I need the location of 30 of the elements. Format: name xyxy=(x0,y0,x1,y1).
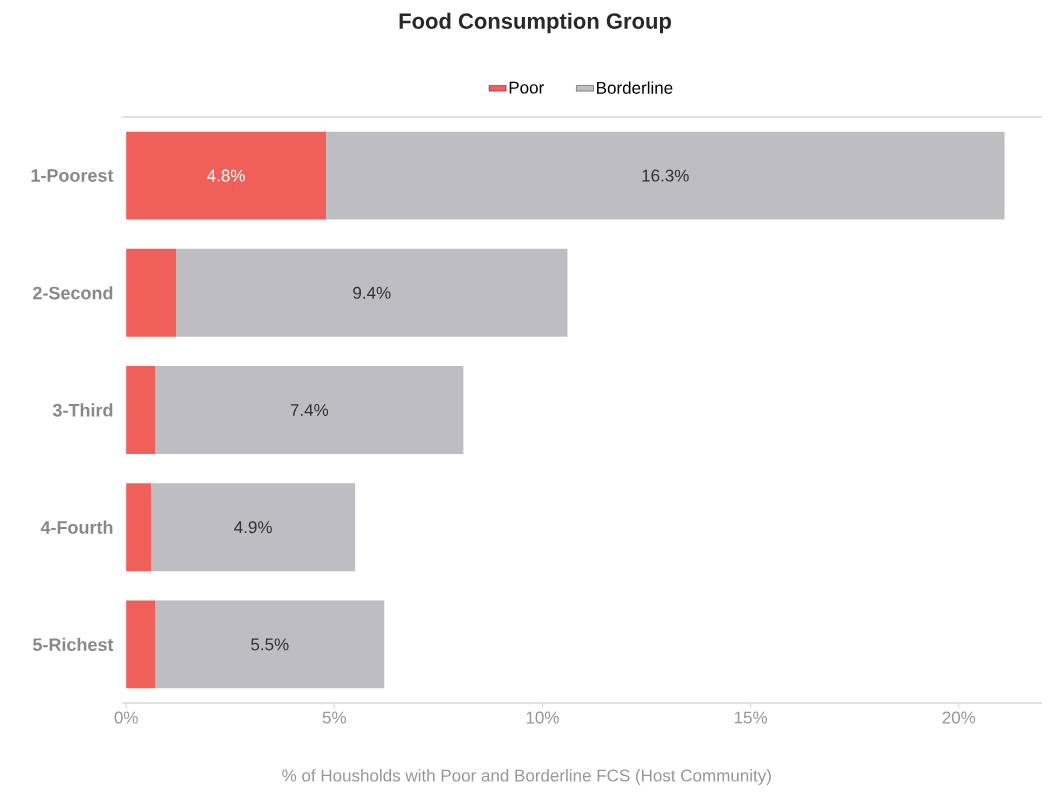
bar xyxy=(325,131,1005,220)
bar xyxy=(126,248,177,337)
bar xyxy=(151,483,356,572)
x-tick-label: 0% xyxy=(114,711,138,724)
x-tick-label: 5% xyxy=(322,711,346,724)
bar xyxy=(176,248,568,337)
data-label: 4.9% xyxy=(234,521,272,534)
bar xyxy=(126,366,156,454)
bar xyxy=(126,131,326,220)
data-label: 7.4% xyxy=(290,404,329,416)
y-tick-label: 1-Poorest xyxy=(31,169,114,182)
bar xyxy=(126,600,156,689)
legend-label: Poor xyxy=(509,81,544,94)
data-label: 5.5% xyxy=(251,638,289,651)
y-tick-label: 5-Richest xyxy=(32,637,114,652)
data-label: 16.3% xyxy=(642,169,689,182)
data-label: 4.8% xyxy=(207,169,245,182)
x-axis-title: % of Housholds with Poor and Borderline FCS (Host Community) xyxy=(282,769,771,785)
x-tick-label: 10% xyxy=(526,711,559,724)
x-tick-label: 15% xyxy=(734,711,768,724)
bar xyxy=(155,600,385,689)
bar xyxy=(126,483,152,572)
y-tick-label: 4-Fourth xyxy=(40,520,113,534)
legend-label: Borderline xyxy=(597,81,673,94)
bar xyxy=(155,366,464,454)
data-label: 9.4% xyxy=(353,286,391,299)
y-tick-label: 2-Second xyxy=(33,286,113,300)
chart-title: Food Consumption Group xyxy=(399,12,671,34)
x-tick-label: 20% xyxy=(942,711,976,724)
y-tick-label: 3-Third xyxy=(52,403,113,417)
